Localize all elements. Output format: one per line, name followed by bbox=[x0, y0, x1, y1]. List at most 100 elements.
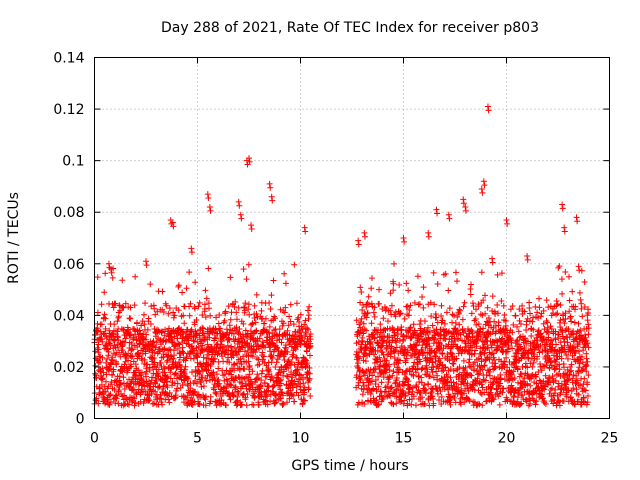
data-point bbox=[234, 360, 241, 367]
data-point bbox=[244, 391, 251, 398]
data-point bbox=[242, 300, 249, 307]
data-point bbox=[170, 309, 177, 316]
data-point bbox=[243, 385, 250, 392]
data-point bbox=[494, 271, 501, 278]
data-point bbox=[554, 300, 561, 307]
data-point bbox=[470, 302, 477, 309]
data-point bbox=[584, 381, 591, 388]
data-point bbox=[235, 304, 242, 311]
data-point bbox=[390, 280, 397, 287]
data-point bbox=[405, 312, 412, 319]
data-point bbox=[552, 365, 559, 372]
data-point bbox=[467, 372, 474, 379]
data-point bbox=[290, 384, 297, 391]
y-tick-label: 0.06 bbox=[53, 257, 84, 273]
data-point bbox=[585, 331, 592, 338]
data-point bbox=[196, 371, 203, 378]
data-point bbox=[532, 401, 539, 408]
data-point bbox=[524, 253, 531, 260]
data-point bbox=[304, 307, 311, 314]
data-point bbox=[390, 326, 397, 333]
data-point bbox=[212, 334, 219, 341]
data-point bbox=[205, 265, 212, 272]
data-point bbox=[165, 310, 172, 317]
data-point bbox=[369, 378, 376, 385]
data-point bbox=[404, 303, 411, 310]
data-point bbox=[212, 389, 219, 396]
data-point bbox=[414, 273, 421, 280]
data-point bbox=[378, 379, 385, 386]
data-point bbox=[203, 295, 210, 302]
data-point bbox=[148, 303, 155, 310]
data-point bbox=[396, 311, 403, 318]
x-tick-label: 10 bbox=[292, 431, 310, 447]
data-point bbox=[361, 372, 368, 379]
data-point bbox=[306, 377, 313, 384]
data-point bbox=[496, 364, 503, 371]
data-point bbox=[390, 287, 397, 294]
data-point bbox=[416, 321, 423, 328]
data-point bbox=[191, 321, 198, 328]
data-point bbox=[307, 330, 314, 337]
data-point bbox=[378, 343, 385, 350]
data-point bbox=[108, 269, 115, 276]
data-point bbox=[455, 336, 462, 343]
data-point bbox=[163, 302, 170, 309]
data-point bbox=[258, 307, 265, 314]
data-point bbox=[216, 380, 223, 387]
data-point bbox=[486, 356, 493, 363]
data-point bbox=[169, 219, 176, 226]
data-point bbox=[238, 215, 245, 222]
data-point bbox=[245, 306, 252, 313]
data-point bbox=[153, 378, 160, 385]
data-point bbox=[253, 328, 260, 335]
data-point bbox=[302, 228, 309, 235]
data-point bbox=[113, 361, 120, 368]
data-point bbox=[584, 317, 591, 324]
data-point bbox=[241, 348, 248, 355]
data-point bbox=[307, 352, 314, 359]
data-point bbox=[517, 385, 524, 392]
data-point bbox=[462, 364, 469, 371]
data-point bbox=[120, 374, 127, 381]
data-point bbox=[516, 389, 523, 396]
data-point bbox=[410, 372, 417, 379]
data-point bbox=[175, 282, 182, 289]
data-point bbox=[231, 367, 238, 374]
data-point bbox=[106, 401, 113, 408]
data-point bbox=[138, 369, 145, 376]
data-point bbox=[425, 324, 432, 331]
data-point bbox=[282, 304, 289, 311]
data-point bbox=[575, 320, 582, 327]
data-point bbox=[466, 356, 473, 363]
data-point bbox=[460, 303, 467, 310]
data-point bbox=[429, 395, 436, 402]
data-point bbox=[253, 355, 260, 362]
data-point bbox=[583, 401, 590, 408]
data-point bbox=[530, 359, 537, 366]
data-point bbox=[232, 383, 239, 390]
data-point bbox=[387, 290, 394, 297]
data-point bbox=[453, 331, 460, 338]
data-point bbox=[180, 312, 187, 319]
data-point bbox=[483, 371, 490, 378]
data-point bbox=[217, 341, 224, 348]
data-point bbox=[281, 309, 288, 316]
data-point bbox=[205, 300, 212, 307]
data-point bbox=[252, 376, 259, 383]
data-point bbox=[376, 366, 383, 373]
data-point bbox=[413, 342, 420, 349]
data-point bbox=[544, 324, 551, 331]
data-point bbox=[386, 333, 393, 340]
data-point bbox=[262, 315, 269, 322]
data-point bbox=[249, 368, 256, 375]
data-point bbox=[436, 346, 443, 353]
data-point bbox=[143, 373, 150, 380]
data-point bbox=[574, 398, 581, 405]
data-point bbox=[540, 307, 547, 314]
data-point bbox=[153, 339, 160, 346]
data-point bbox=[188, 394, 195, 401]
data-point bbox=[567, 314, 574, 321]
data-point bbox=[246, 362, 253, 369]
data-point bbox=[243, 276, 250, 283]
